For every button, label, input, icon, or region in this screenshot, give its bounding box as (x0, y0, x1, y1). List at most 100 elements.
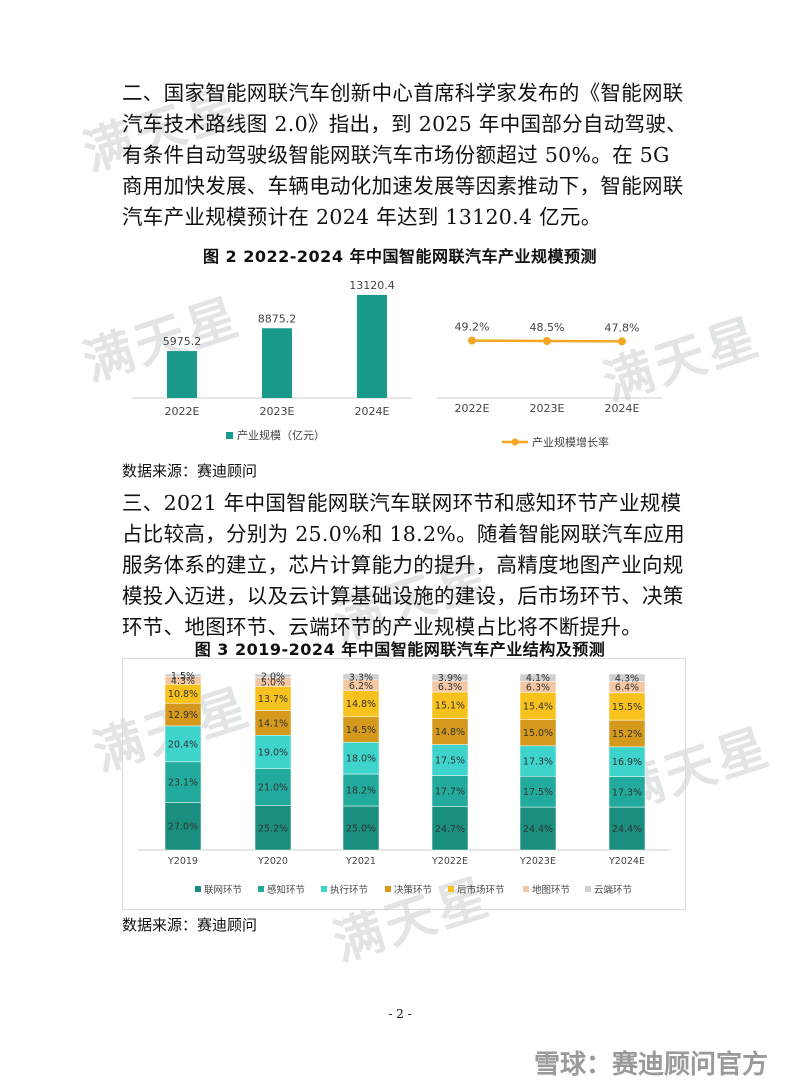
stack-segment (519, 745, 557, 777)
x-tick-label: 2024E (605, 402, 640, 415)
figure3-title: 图 3 2019-2024 年中国智能网联汽车产业结构及预测 (194, 640, 606, 659)
data-label: 18.2% (346, 785, 376, 796)
data-label: 17.5% (523, 787, 553, 798)
stack-segment (608, 719, 646, 748)
data-label: 19.0% (258, 747, 288, 758)
data-label: 21.0% (258, 783, 288, 794)
data-label: 14.8% (346, 699, 376, 710)
data-label: 1.5% (171, 671, 195, 682)
bar (357, 294, 387, 398)
stack-segment (254, 768, 292, 806)
stack-segment (254, 805, 292, 851)
data-label: 14.1% (258, 718, 288, 729)
legend-label: 感知环节 (267, 884, 305, 896)
bar (262, 328, 292, 398)
data-label: 47.8% (605, 321, 640, 334)
stack-segment (431, 673, 469, 682)
x-tick-label: Y2023E (519, 856, 556, 867)
legend-label: 云端环节 (594, 884, 632, 896)
legend-swatch (226, 432, 233, 439)
data-label: 24.4% (523, 824, 553, 835)
growth-rate-line-chart: 49.2% 2022E 48.5% 2023E 47.8% 2024E 产业规模增长率 (437, 321, 662, 449)
bar (167, 351, 197, 398)
legend-label: 决策环节 (394, 884, 432, 896)
data-label: 12.9% (168, 710, 198, 721)
data-label: 6.3% (438, 682, 462, 693)
legend-swatch (321, 886, 327, 892)
stack-segment (342, 690, 380, 718)
x-tick-label: Y2022E (431, 856, 468, 867)
stack-segment (254, 710, 292, 736)
data-label: 5.0% (261, 677, 285, 688)
data-point (618, 337, 626, 346)
footer-watermark: 雪球：赛迪顾问官方 (533, 1050, 768, 1080)
legend-swatch (448, 886, 454, 892)
data-label: 17.7% (435, 786, 465, 797)
data-point (468, 336, 476, 345)
data-label: 6.3% (526, 682, 550, 693)
stack-segment (164, 761, 202, 803)
stack-segment (254, 673, 292, 678)
figure2-source: 数据来源：赛迪顾问 (122, 462, 258, 480)
x-tick-label: Y2024E (608, 856, 645, 867)
data-label: 17.3% (612, 787, 642, 798)
x-tick-label: Y2021 (345, 856, 376, 867)
stack-segment (608, 746, 646, 777)
data-label: 17.3% (523, 757, 553, 768)
industry-scale-bar-chart: 5975.2 2022E 8875.2 2023E 13120.4 2024E 产业规模（亿… (132, 279, 412, 442)
stack-segment (608, 673, 646, 682)
stack-segment (342, 773, 380, 807)
data-label: 23.1% (168, 778, 198, 789)
data-label: 4.3% (615, 673, 639, 684)
stack-segment (608, 806, 646, 851)
legend-label: 地图环节 (532, 884, 570, 896)
data-label: 25.0% (346, 824, 376, 835)
data-label: 15.4% (523, 701, 553, 712)
stack-segment (342, 673, 380, 681)
stack-segment (608, 776, 646, 808)
data-label: 15.5% (612, 702, 642, 713)
data-label: 15.0% (523, 728, 553, 739)
data-label: 20.4% (168, 739, 198, 750)
legend-swatch (258, 886, 264, 892)
stack-segment (431, 775, 469, 807)
figure3-source: 数据来源：赛迪顾问 (122, 916, 258, 934)
stack-segment (164, 802, 202, 851)
legend-label: 执行环节 (330, 884, 368, 896)
data-label: 13120.4 (349, 279, 395, 292)
x-tick-label: 2023E (530, 402, 565, 415)
stack-segment (431, 744, 469, 776)
legend-swatch (385, 886, 391, 892)
data-label: 14.8% (435, 727, 465, 738)
x-tick-label: Y2019 (167, 856, 198, 867)
data-label: 5975.2 (163, 335, 202, 348)
paragraph-market-share: 二、国家智能网联汽车创新中心首席科学家发布的《智能网联汽车技术路线图 2.0》指… (122, 81, 687, 229)
data-label: 13.7% (258, 694, 288, 705)
stack-segment (431, 691, 469, 719)
data-label: 3.9% (438, 673, 462, 684)
stack-segment (254, 734, 292, 769)
figure2-title: 图 2 2022-2024 年中国智能网联汽车产业规模预测 (202, 247, 598, 266)
data-label: 18.0% (346, 754, 376, 765)
data-label: 49.2% (455, 321, 490, 334)
x-tick-label: 2024E (355, 405, 390, 418)
data-label: 4.3% (171, 676, 195, 687)
stack-segment (254, 686, 292, 711)
data-label: 17.5% (435, 755, 465, 766)
data-label: 8875.2 (258, 312, 297, 325)
industry-structure-stacked-chart: 27.0%23.1%20.4%12.9%10.8%4.3%1.5%Y201925… (122, 658, 686, 910)
data-label: 6.2% (349, 681, 373, 692)
data-point (543, 337, 551, 345)
stack-segment (519, 719, 557, 747)
legend-label: 产业规模增长率 (532, 435, 609, 449)
page-number: - 2 - (388, 1007, 412, 1021)
stack-segment (431, 806, 469, 851)
data-label: 15.1% (435, 701, 465, 712)
data-label: 2.0% (261, 671, 285, 682)
stack-segment (608, 692, 646, 721)
paragraph-industry-structure: 三、2021 年中国智能网联汽车联网环节和感知环节产业规模占比较高，分别为 25… (122, 491, 685, 639)
stack-segment (519, 673, 557, 682)
x-tick-label: Y2020 (257, 856, 288, 867)
data-label: 14.5% (346, 725, 376, 736)
stack-segment (342, 742, 380, 775)
